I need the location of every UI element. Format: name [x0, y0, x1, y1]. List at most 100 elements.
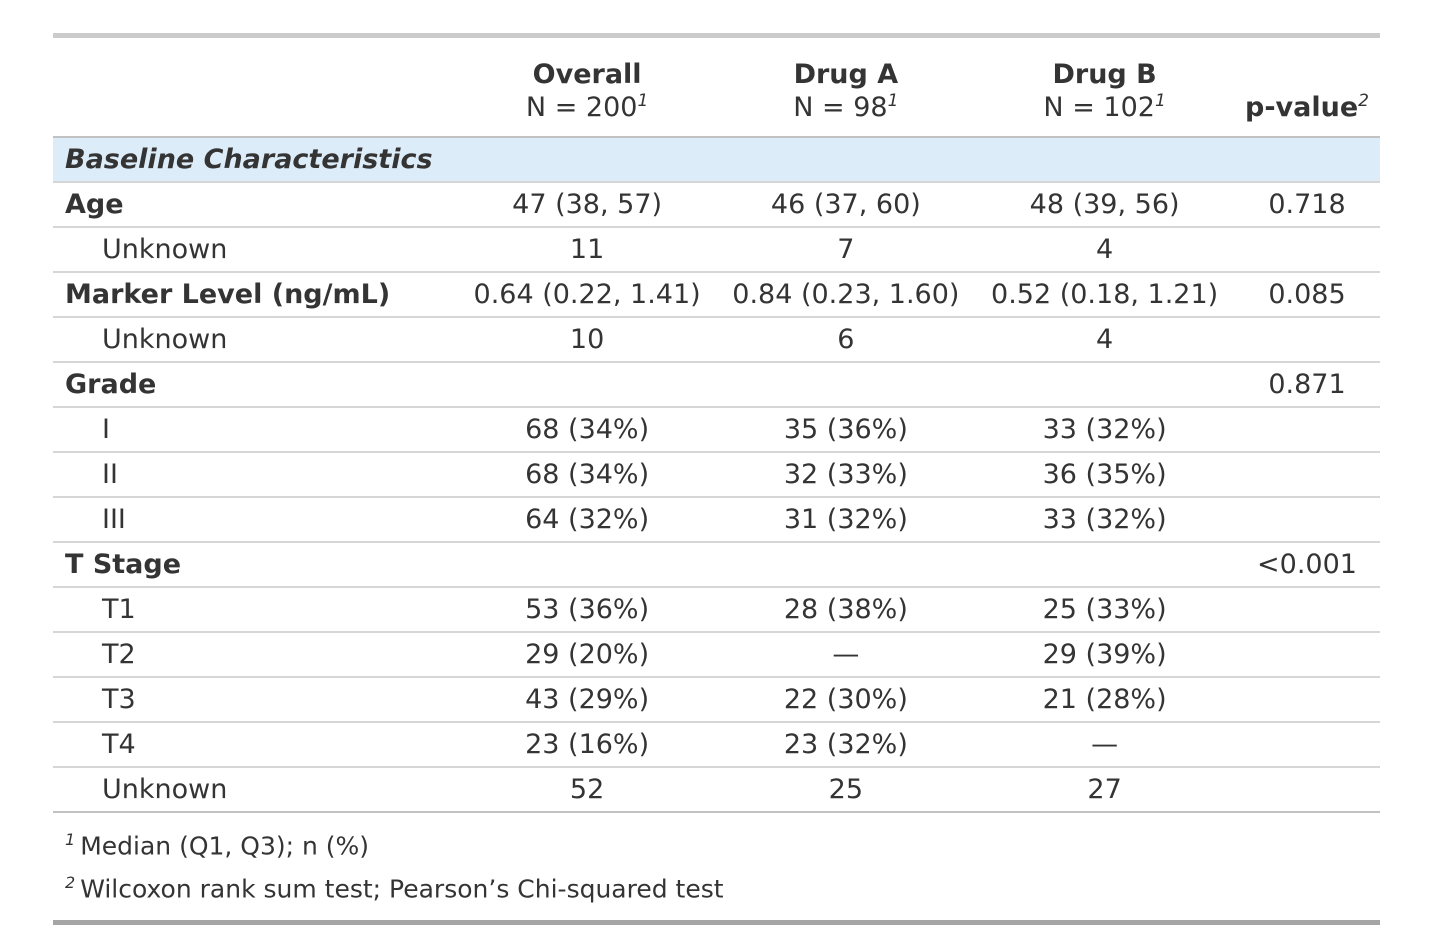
cell-overall: 53 (36%) — [457, 587, 717, 633]
cell-pvalue — [1233, 497, 1380, 543]
table-row: T3 43 (29%) 22 (30%) 21 (28%) — [53, 677, 1380, 723]
cell-pvalue — [1233, 587, 1380, 633]
row-label: Marker Level (ng/mL) — [53, 272, 458, 318]
cell-overall: 10 — [457, 317, 717, 363]
row-label: Unknown — [53, 317, 458, 363]
cell-pvalue: 0.871 — [1233, 362, 1380, 408]
footnote-mark: 2 — [1358, 91, 1369, 111]
cell-overall: 68 (34%) — [457, 452, 717, 498]
cell-drug-a — [716, 362, 976, 408]
col-header-pvalue: p-value2 — [1233, 38, 1380, 138]
footnote-mark: 1 — [887, 91, 899, 111]
row-label: Unknown — [53, 767, 458, 813]
cell-pvalue: <0.001 — [1233, 542, 1380, 588]
cell-drug-a: 22 (30%) — [716, 677, 976, 723]
col-header-drug-b: Drug B N = 1021 — [975, 38, 1234, 138]
row-label: I — [53, 407, 458, 453]
cell-overall: 23 (16%) — [457, 722, 717, 768]
footnote-2: 2 Wilcoxon rank sum test; Pearson’s Chi-s… — [65, 864, 1368, 907]
cell-pvalue — [1233, 722, 1380, 768]
cell-drug-b: 21 (28%) — [975, 677, 1234, 723]
col-header-drug-a: Drug A N = 981 — [716, 38, 976, 138]
col-header-stub — [53, 38, 458, 138]
row-label: Grade — [53, 362, 458, 408]
cell-drug-a — [716, 542, 976, 588]
cell-drug-b: 29 (39%) — [975, 632, 1234, 678]
cell-drug-a: — — [716, 632, 976, 678]
col-title: Drug A — [793, 59, 899, 90]
cell-pvalue — [1233, 407, 1380, 453]
cell-overall: 11 — [457, 227, 717, 273]
section-label: Baseline Characteristics — [53, 137, 1380, 183]
cell-drug-a: 35 (36%) — [716, 407, 976, 453]
cell-pvalue: 0.718 — [1233, 182, 1380, 228]
cell-drug-b: — — [975, 722, 1234, 768]
cell-pvalue — [1233, 677, 1380, 723]
footnote-mark: 1 — [65, 830, 76, 849]
cell-drug-b: 36 (35%) — [975, 452, 1234, 498]
cell-drug-b: 4 — [975, 227, 1234, 273]
header-row: Overall N = 2001 Drug A N = 981 Drug B N… — [53, 38, 1380, 138]
footnote-mark: 2 — [65, 873, 76, 893]
cell-drug-a: 28 (38%) — [716, 587, 976, 633]
row-label: III — [53, 497, 458, 543]
section-header-row: Baseline Characteristics — [53, 137, 1380, 183]
col-subtitle: N = 98 — [793, 92, 888, 123]
table-row: Unknown 11 7 4 — [53, 227, 1380, 273]
table-row: Marker Level (ng/mL) 0.64 (0.22, 1.41) 0… — [53, 272, 1380, 318]
row-label: T2 — [53, 632, 458, 678]
cell-drug-a: 46 (37, 60) — [716, 182, 976, 228]
cell-pvalue — [1233, 767, 1380, 813]
cell-drug-b: 33 (32%) — [975, 497, 1234, 543]
row-label: II — [53, 452, 458, 498]
col-title: Overall — [532, 59, 642, 90]
cell-pvalue: 0.085 — [1233, 272, 1380, 318]
table-row: T1 53 (36%) 28 (38%) 25 (33%) — [53, 587, 1380, 633]
cell-overall: 47 (38, 57) — [457, 182, 717, 228]
cell-pvalue — [1233, 452, 1380, 498]
col-subtitle: N = 102 — [1043, 92, 1155, 123]
cell-drug-a: 23 (32%) — [716, 722, 976, 768]
cell-pvalue — [1233, 227, 1380, 273]
table-row: Grade 0.871 — [53, 362, 1380, 408]
cell-overall: 68 (34%) — [457, 407, 717, 453]
cell-drug-b — [975, 542, 1234, 588]
footnote-text: Median (Q1, Q3); n (%) — [80, 831, 370, 861]
row-label: T1 — [53, 587, 458, 633]
table-row: T4 23 (16%) 23 (32%) — — [53, 722, 1380, 768]
cell-overall — [457, 362, 717, 408]
cell-overall: 43 (29%) — [457, 677, 717, 723]
cell-drug-b: 25 (33%) — [975, 587, 1234, 633]
cell-drug-b: 33 (32%) — [975, 407, 1234, 453]
cell-drug-a: 0.84 (0.23, 1.60) — [716, 272, 976, 318]
cell-drug-a: 31 (32%) — [716, 497, 976, 543]
row-label: T3 — [53, 677, 458, 723]
cell-drug-b: 48 (39, 56) — [975, 182, 1234, 228]
cell-overall: 52 — [457, 767, 717, 813]
footnotes: 1 Median (Q1, Q3); n (%) 2 Wilcoxon rank s… — [53, 813, 1380, 920]
summary-table-container: Overall N = 2001 Drug A N = 981 Drug B N… — [53, 33, 1380, 925]
cell-drug-b: 27 — [975, 767, 1234, 813]
col-title: p-value — [1245, 92, 1359, 123]
cell-drug-a: 7 — [716, 227, 976, 273]
row-label: T4 — [53, 722, 458, 768]
cell-drug-a: 25 — [716, 767, 976, 813]
cell-overall: 64 (32%) — [457, 497, 717, 543]
col-title: Drug B — [1052, 59, 1157, 90]
cell-drug-a: 6 — [716, 317, 976, 363]
table-row: I 68 (34%) 35 (36%) 33 (32%) — [53, 407, 1380, 453]
footnote-mark: 1 — [1154, 91, 1166, 111]
row-label: Age — [53, 182, 458, 228]
cell-drug-b: 0.52 (0.18, 1.21) — [975, 272, 1234, 318]
footnote-text: Wilcoxon rank sum test; Pearson’s Chi-sq… — [80, 874, 724, 904]
summary-table: Overall N = 2001 Drug A N = 981 Drug B N… — [53, 38, 1380, 813]
cell-overall: 29 (20%) — [457, 632, 717, 678]
footnote-1: 1 Median (Q1, Q3); n (%) — [65, 821, 1368, 864]
col-subtitle: N = 200 — [525, 92, 638, 123]
table-row: Unknown 10 6 4 — [53, 317, 1380, 363]
table-row: Age 47 (38, 57) 46 (37, 60) 48 (39, 56) … — [53, 182, 1380, 228]
footnote-mark: 1 — [637, 91, 649, 111]
cell-pvalue — [1233, 632, 1380, 678]
cell-overall — [457, 542, 717, 588]
